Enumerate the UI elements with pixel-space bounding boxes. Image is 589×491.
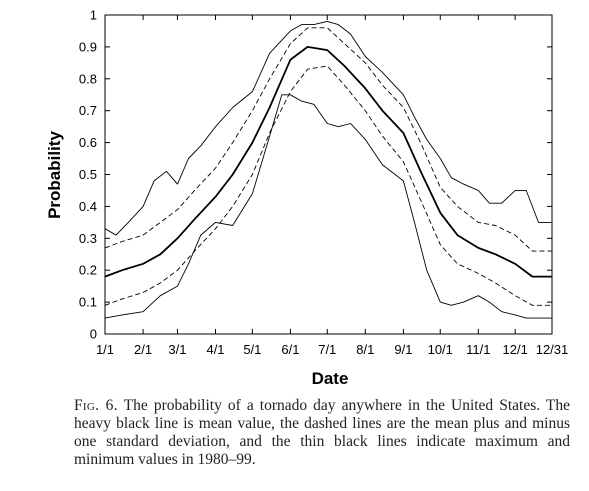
- figure-caption-label: Fig. 6.: [74, 397, 118, 414]
- mean-plus-sd-line: [104, 27, 552, 252]
- y-tick-label: 0.6: [79, 135, 97, 150]
- max-line: [104, 20, 552, 236]
- y-tick-label: 0.7: [79, 103, 97, 118]
- y-tick-label: 1: [90, 8, 97, 23]
- y-tick-label: 0.3: [79, 231, 97, 246]
- figure-caption-text: The probability of a tornado day anywher…: [74, 397, 570, 468]
- y-tick-label: 0.1: [79, 295, 97, 310]
- y-tick-label: 0.2: [79, 263, 97, 278]
- y-tick-label: 0.8: [79, 71, 97, 86]
- figure-caption: Fig. 6. The probability of a tornado day…: [74, 397, 570, 469]
- series-lines: [104, 20, 552, 319]
- min-line: [104, 94, 552, 319]
- x-tick-label: 9/1: [394, 342, 412, 357]
- y-axis: 0 0.1 0.2 0.3 0.4 0.5 0.6 0.7 0.8 0.9 1: [79, 8, 552, 342]
- x-tick-label: 3/1: [168, 342, 186, 357]
- y-tick-label: 0: [90, 327, 97, 342]
- x-axis: 1/1 2/1 3/1 4/1 5/1 6/1 7/1 8/1 9/1 10/1 11/1 12/1 1…: [96, 15, 568, 357]
- x-tick-label: 6/1: [281, 342, 299, 357]
- mean-minus-sd-line: [104, 65, 552, 306]
- x-tick-label: 4/1: [206, 342, 224, 357]
- mean-line: [104, 46, 552, 278]
- x-tick-label: 12/31: [536, 342, 569, 357]
- x-tick-label: 7/1: [318, 342, 336, 357]
- x-tick-label: 5/1: [243, 342, 261, 357]
- x-tick-label: 11/1: [466, 342, 490, 357]
- x-axis-title: Date: [312, 369, 349, 388]
- x-tick-label: 2/1: [134, 342, 152, 357]
- x-tick-label: 8/1: [356, 342, 374, 357]
- x-tick-label: 1/1: [96, 342, 114, 357]
- tornado-probability-chart: 0 0.1 0.2 0.3 0.4 0.5 0.6 0.7 0.8 0.9 1 1/1 2/1 3/1 4…: [45, 8, 568, 389]
- y-tick-label: 0.4: [79, 199, 97, 214]
- x-tick-label: 12/1: [503, 342, 528, 357]
- plot-frame: [104, 14, 553, 335]
- x-tick-label: 10/1: [428, 342, 453, 357]
- y-axis-title: Probability: [45, 131, 64, 219]
- y-tick-label: 0.5: [79, 167, 97, 182]
- y-tick-label: 0.9: [79, 39, 97, 54]
